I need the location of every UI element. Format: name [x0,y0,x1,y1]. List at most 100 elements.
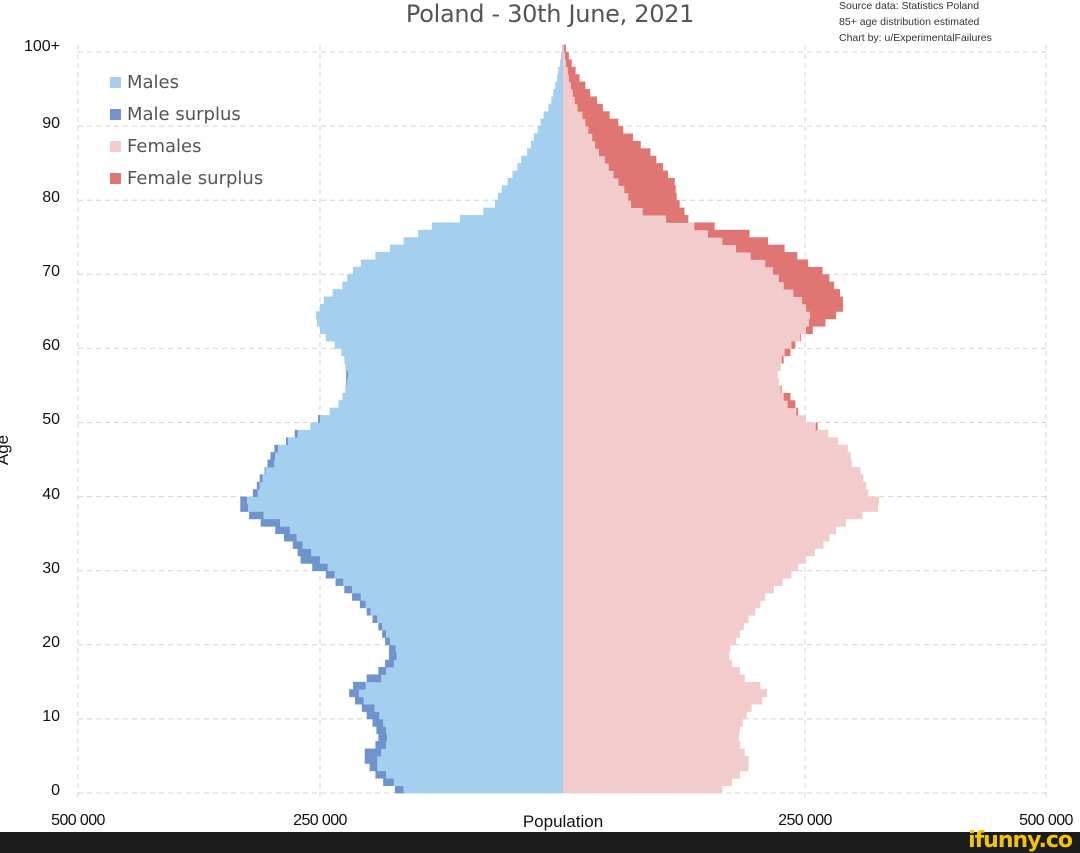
bar-female-surplus [800,333,802,342]
bar-female-surplus [791,340,796,349]
watermark-logo: ifunny.co [968,828,1073,853]
bar-females [563,689,768,698]
bar-females [563,126,589,134]
bar-males [537,126,563,134]
bar-female-surplus [806,303,843,312]
bar-male-surplus [252,489,258,497]
bar-male-surplus [240,496,248,505]
bar-male-surplus [318,415,320,423]
x-tick-label: 250 000 [778,812,832,829]
source-line: Chart by: u/ExperimentalFailures [839,32,992,44]
bar-males [377,755,563,764]
bar-females [563,437,839,446]
bar-male-surplus [275,526,290,535]
bar-males [365,681,563,690]
bar-female-surplus [567,66,576,75]
bar-males [248,504,563,512]
y-tick-label: 10 [42,708,60,725]
bar-females [563,333,801,342]
bar-males [320,326,563,334]
bar-males [296,533,563,542]
bar-males [316,311,563,320]
bar-females [563,81,571,90]
bar-males [377,763,563,772]
bar-males [343,578,563,586]
bar-females [563,289,794,297]
bar-male-surplus [366,674,382,683]
bar-male-surplus [383,778,394,786]
bar-female-surplus [570,81,586,90]
bar-males [377,615,563,623]
bar-females [563,318,809,327]
bar-females [563,533,830,542]
bar-males [533,133,563,142]
bar-female-surplus [608,163,664,171]
bar-female-surplus [772,266,823,275]
bar-males [360,259,563,268]
bar-males [512,170,563,179]
bar-male-surplus [335,578,344,586]
bar-female-surplus [588,126,624,134]
bar-females [563,422,816,431]
bar-males [561,52,563,60]
bar-males [347,378,563,386]
y-tick-label: 0 [51,782,60,799]
bar-males [323,296,563,305]
bar-males [560,59,563,68]
bar-male-surplus [382,629,387,638]
bar-females [563,548,815,557]
bar-males [396,652,563,661]
bar-females [563,103,578,112]
bar-males [393,659,563,668]
bar-females [563,429,829,438]
bar-females [563,400,788,409]
bar-males [275,452,563,460]
bar-females [563,578,783,586]
y-tick-label: 80 [42,189,60,206]
bar-males [317,318,563,327]
bar-females [563,748,745,757]
bar-males [494,200,563,209]
bar-males [497,192,563,201]
bar-females [563,629,740,638]
bar-males [403,237,563,246]
bar-female-surplus [783,281,835,290]
bar-males [558,66,563,75]
bar-females [563,681,761,690]
bar-females [563,355,782,364]
bar-male-surplus [366,607,371,616]
bar-males [389,244,563,253]
y-tick-label: 20 [42,634,60,651]
bar-female-surplus [572,89,591,97]
bar-female-surplus [750,252,798,260]
bar-males [341,348,563,357]
bar-females [563,229,708,238]
y-tick-label: 60 [42,337,60,354]
bar-male-surplus [349,689,359,698]
bar-males [393,778,563,786]
bar-female-surplus [781,355,784,364]
bar-females [563,118,586,127]
bar-males [553,89,563,97]
bar-females [563,111,583,120]
y-tick-label: 100+ [23,38,60,55]
bar-females [563,415,806,423]
y-tick-label: 90 [42,115,60,132]
bar-females [563,763,749,772]
bar-females [563,778,733,786]
legend-label: Female surplus [127,167,264,189]
bar-males [274,459,563,468]
bar-male-surplus [294,429,298,438]
y-tick-label: 30 [42,560,60,577]
bar-males [431,222,563,231]
source-annotation: Source data: Statistics Poland 85+ age d… [839,0,992,46]
bar-males [551,96,563,105]
bar-female-surplus [618,177,675,186]
legend-label: Males [127,71,180,93]
bar-female-surplus [784,348,791,357]
bar-males [280,518,563,527]
bar-males [459,215,563,223]
bar-females [563,370,778,379]
bar-females [563,148,599,157]
bar-males [370,607,563,616]
